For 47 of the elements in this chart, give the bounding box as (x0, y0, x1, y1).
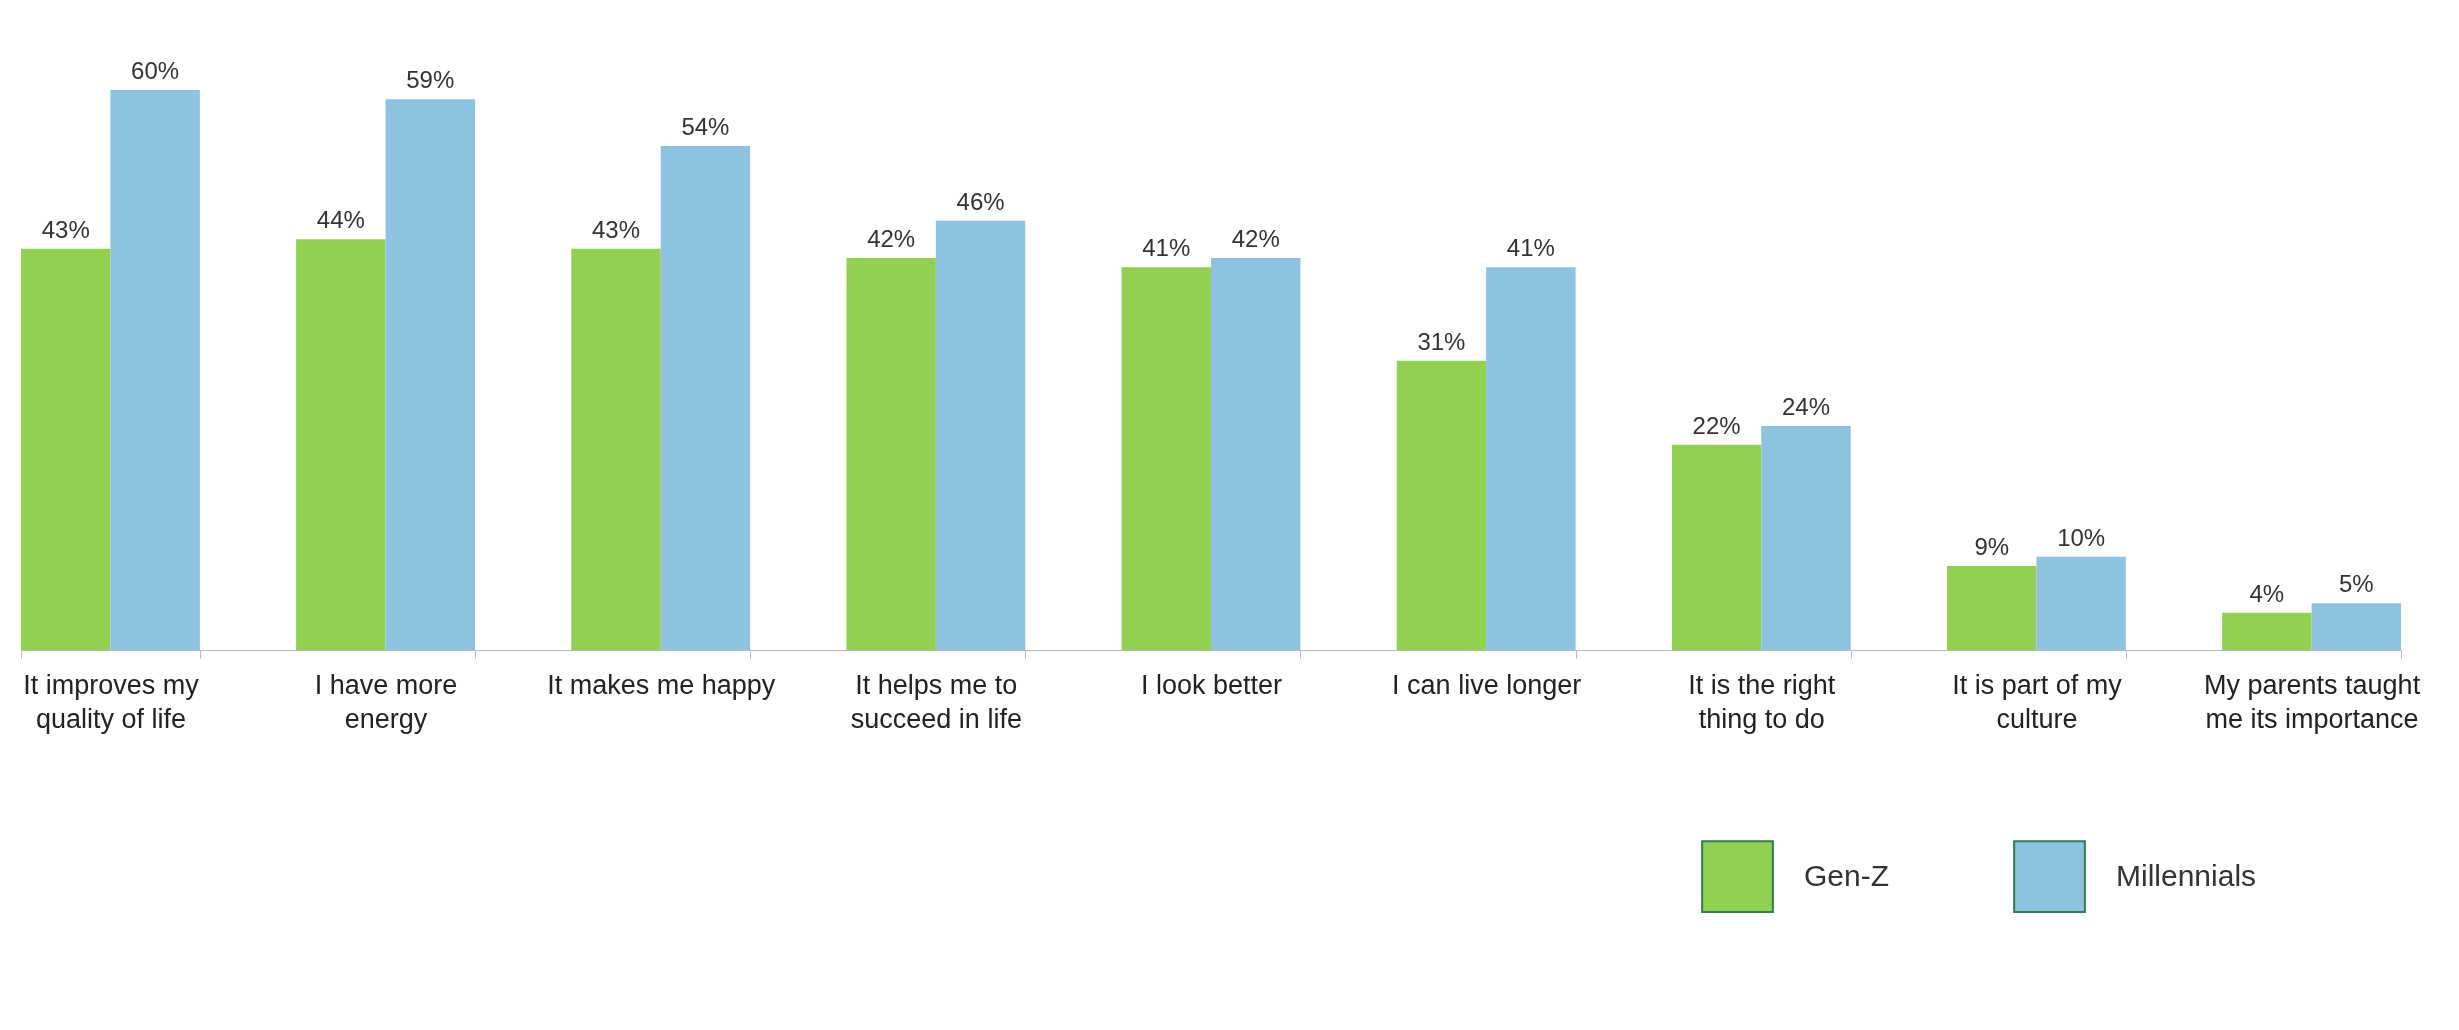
x-tick-label: I look better (1140, 669, 1283, 700)
legend-label: Millennials (2116, 858, 2257, 892)
x-tick-label: It is part of my culture (1952, 669, 2123, 734)
data-label: 54% (681, 113, 730, 140)
legend-label: Gen-Z (1804, 858, 1890, 892)
bar (21, 248, 111, 650)
bar (110, 90, 200, 650)
x-tick-label: It improves my quality of life (23, 669, 200, 734)
data-label: 42% (867, 225, 916, 252)
data-label: 41% (1142, 234, 1191, 262)
bar (296, 239, 386, 650)
x-tick-label: My parents taught me its importance (2204, 669, 2421, 734)
data-label: 46% (956, 187, 1005, 215)
bar (935, 220, 1026, 650)
data-label: 4% (2249, 579, 2285, 607)
bar (1486, 267, 1576, 650)
bar (660, 146, 751, 650)
x-tick-label: I can live longer (1392, 669, 1582, 700)
bar (2311, 603, 2401, 650)
data-label: 24% (1781, 393, 1831, 420)
data-label: 9% (1974, 533, 2010, 560)
bar (1121, 267, 1211, 650)
x-tick-label: I have more energy (314, 669, 458, 734)
data-label: 44% (316, 206, 365, 234)
x-tick-label: It is the right thing to do (1688, 669, 1836, 734)
data-label: 31% (1417, 327, 1466, 355)
bar (1947, 566, 2037, 650)
bar (571, 248, 661, 650)
bar (1211, 258, 1301, 650)
data-label: 43% (41, 215, 90, 243)
data-label: 22% (1692, 411, 1741, 439)
data-label: 59% (406, 66, 455, 94)
data-label: 43% (591, 215, 641, 243)
bar (385, 99, 475, 650)
bar (2222, 612, 2312, 650)
bar (1671, 444, 1762, 650)
bar (2036, 556, 2126, 650)
data-label: 41% (1506, 234, 1555, 262)
data-label: 10% (2057, 523, 2106, 551)
data-label: 42% (1231, 225, 1280, 252)
data-label: 5% (2338, 570, 2374, 598)
bar (846, 258, 936, 650)
x-tick-label: It helps me to succeed in life (850, 669, 1022, 734)
x-tick-label: It makes me happy (547, 669, 776, 700)
bar (1761, 426, 1851, 650)
data-label: 60% (131, 57, 180, 84)
bar (1396, 360, 1487, 650)
